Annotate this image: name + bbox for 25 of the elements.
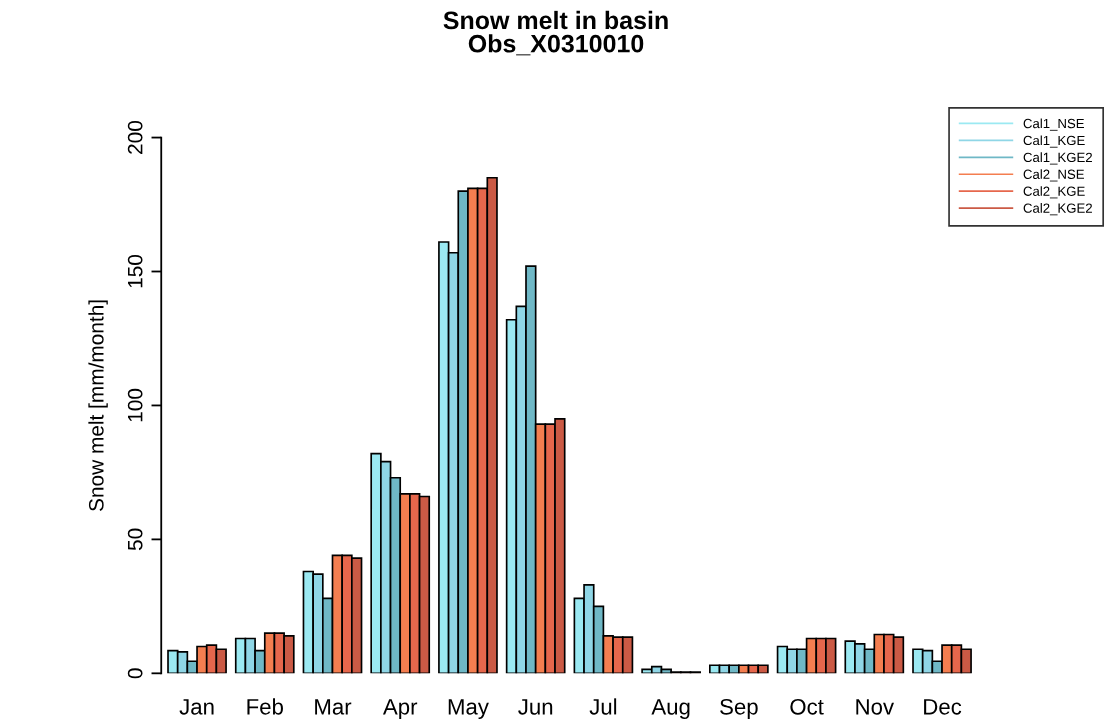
x-tick-label: Mar xyxy=(315,699,352,715)
x-tick-label: Nov xyxy=(856,699,894,715)
legend-label: Cal1_NSE xyxy=(1023,118,1084,131)
y-tick-label: 150 xyxy=(127,254,143,288)
chart-title: Snow melt in basin Obs_X0310010 xyxy=(443,10,668,56)
y-tick-label: 0 xyxy=(127,668,143,679)
y-tick-label: 50 xyxy=(127,528,143,551)
legend-label: Cal2_KGE xyxy=(1023,186,1085,199)
x-tick-label: Aug xyxy=(651,699,690,720)
x-tick-label: Apr xyxy=(382,699,418,720)
legend-label: Cal1_KGE2 xyxy=(1023,152,1092,165)
x-tick-label: Feb xyxy=(247,698,283,715)
x-tick-label: May xyxy=(448,699,489,720)
y-tick-label: 100 xyxy=(127,388,143,422)
x-tick-label: Sep xyxy=(720,698,758,720)
x-tick-label: Oct xyxy=(790,698,824,715)
x-tick-label: Jul xyxy=(589,698,617,715)
x-tick-label: Dec xyxy=(924,699,962,715)
y-axis-title: Snow melt [mm/month] xyxy=(88,300,108,511)
x-tick-label: Jan xyxy=(179,699,214,715)
y-tick-label: 200 xyxy=(127,120,143,154)
legend-label: Cal2_KGE2 xyxy=(1023,203,1092,216)
x-tick-label: Jun xyxy=(518,699,553,715)
legend-label: Cal1_KGE xyxy=(1023,135,1085,148)
legend-label: Cal2_NSE xyxy=(1023,169,1084,182)
